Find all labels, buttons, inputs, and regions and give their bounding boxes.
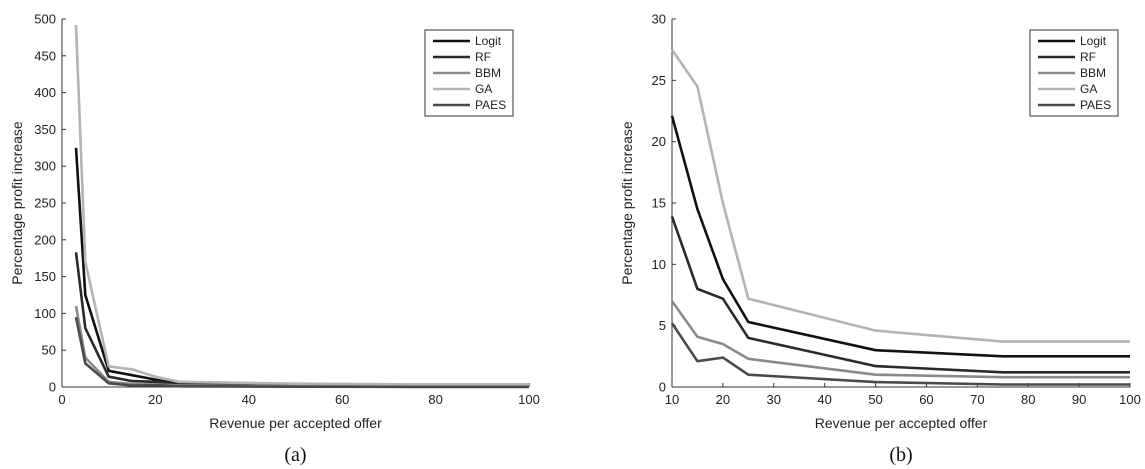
- series-line-paes: [74, 316, 529, 389]
- legend-entry: GA: [475, 82, 492, 96]
- chart-panel-a: 0 20 40 60 80 100 0 50 100 150 200 250 300 350 400 450 5…: [9, 12, 540, 467]
- series-line-ga: [670, 48, 1130, 343]
- x-tick-label: 30: [767, 392, 781, 407]
- y-tick-label: 300: [34, 159, 56, 174]
- x-tick-label: 90: [1072, 392, 1086, 407]
- legend-entry: RF: [1080, 50, 1096, 64]
- y-tick-label: 450: [34, 48, 56, 63]
- x-tick-label: 100: [518, 392, 540, 407]
- x-tick-label: 40: [817, 392, 831, 407]
- legend-entry: BBM: [475, 66, 501, 80]
- panel-caption: (b): [889, 444, 912, 466]
- legend-entry: Logit: [475, 34, 502, 48]
- y-tick-label: 100: [34, 306, 56, 321]
- y-tick-label: 0: [49, 380, 56, 395]
- y-tick-label: 0: [659, 380, 666, 395]
- y-tick-label: 30: [652, 12, 666, 27]
- x-tick-label: 20: [148, 392, 162, 407]
- x-tick-label: 50: [868, 392, 882, 407]
- series-line-rf: [670, 216, 1130, 374]
- x-tick-label: 20: [716, 392, 730, 407]
- x-tick-label: 80: [1021, 392, 1035, 407]
- legend-entry: PAES: [475, 98, 506, 112]
- x-tick-label: 60: [919, 392, 933, 407]
- y-tick-label: 5: [659, 318, 666, 333]
- x-tick-label: 60: [335, 392, 349, 407]
- y-tick-label: 500: [34, 12, 56, 27]
- series-line-bbm: [670, 300, 1130, 379]
- x-tick-label: 70: [970, 392, 984, 407]
- panel-caption: (a): [284, 444, 306, 466]
- legend-entry: RF: [475, 50, 491, 64]
- y-tick-label: 400: [34, 85, 56, 100]
- legend-entry: GA: [1080, 82, 1097, 96]
- series-line-ga: [74, 24, 529, 386]
- y-tick-label: 50: [42, 343, 56, 358]
- x-tick-label: 10: [665, 392, 679, 407]
- chart-panel-b: 10 20 30 40 50 60 70 80 90 100 0 5 10 15 20 25 30 Revenue…: [619, 12, 1141, 467]
- y-tick-label: 200: [34, 232, 56, 247]
- legend-entry: Logit: [1080, 34, 1107, 48]
- x-axis-label: Revenue per accepted offer: [209, 415, 382, 431]
- series-line-paes: [670, 322, 1130, 386]
- x-tick-label: 40: [242, 392, 256, 407]
- series-line-rf: [74, 252, 529, 388]
- series-line-logit: [74, 147, 529, 387]
- legend: Logit RF BBM GA PAES: [1029, 29, 1119, 117]
- y-axis-label: Percentage profit increase: [9, 121, 25, 285]
- legend: Logit RF BBM GA PAES: [424, 29, 514, 117]
- y-tick-label: 10: [652, 257, 666, 272]
- series-line-logit: [670, 115, 1130, 358]
- y-tick-label: 20: [652, 134, 666, 149]
- y-tick-label: 250: [34, 196, 56, 211]
- legend-entry: BBM: [1080, 66, 1106, 80]
- x-tick-label: 80: [428, 392, 442, 407]
- x-tick-label: 0: [58, 392, 65, 407]
- y-tick-label: 350: [34, 122, 56, 137]
- x-tick-label: 100: [1119, 392, 1141, 407]
- y-tick-label: 15: [652, 196, 666, 211]
- legend-entry: PAES: [1080, 98, 1111, 112]
- y-tick-label: 25: [652, 73, 666, 88]
- y-tick-label: 150: [34, 269, 56, 284]
- x-axis-label: Revenue per accepted offer: [815, 415, 988, 431]
- y-axis-label: Percentage profit increase: [619, 121, 635, 285]
